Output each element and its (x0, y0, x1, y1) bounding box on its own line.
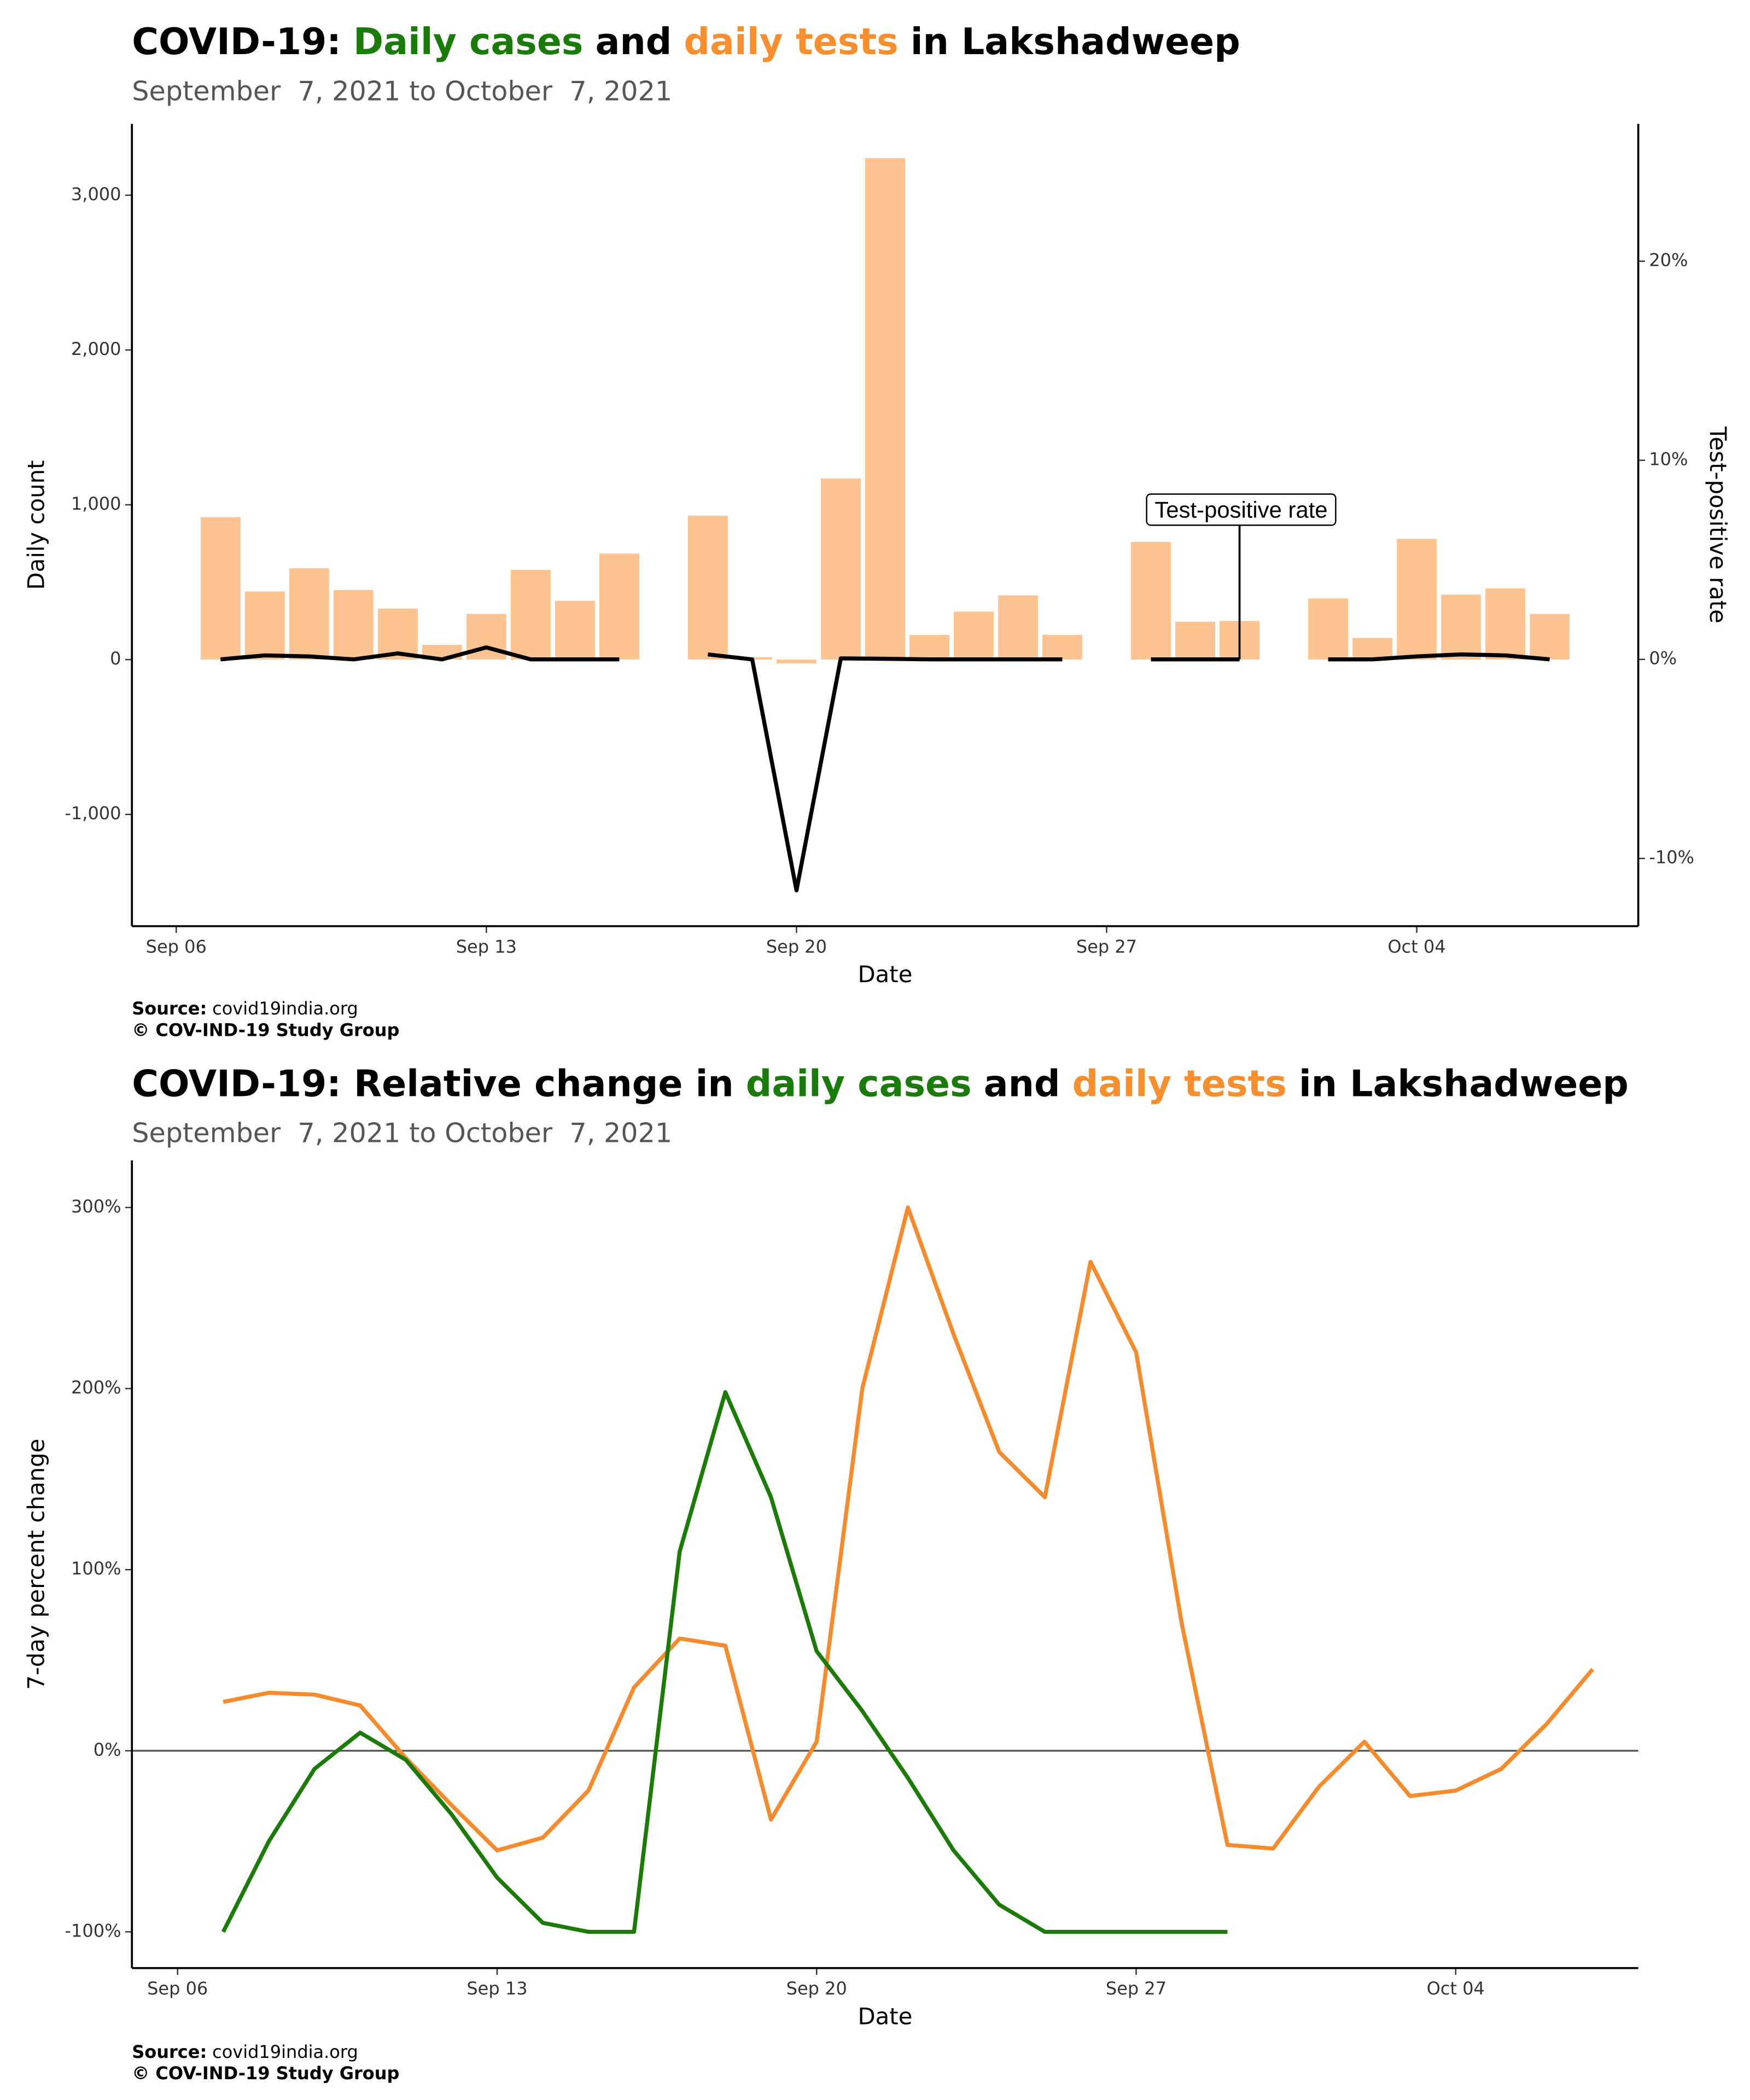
y-tick-label: 200% (71, 1377, 121, 1398)
y-tick-label: 1,000 (71, 493, 121, 514)
bar (555, 600, 595, 660)
title-segment: daily tests (684, 20, 899, 63)
title-segment: daily cases (746, 1063, 972, 1105)
bar (1441, 594, 1481, 660)
bar (909, 634, 949, 660)
y2-tick-label: 20% (1649, 250, 1688, 271)
source-label: Source: (132, 2041, 207, 2062)
bar (599, 553, 639, 660)
title-segment: in Lakshadweep (911, 20, 1240, 63)
bar (200, 517, 241, 660)
title-segment: in Lakshadweep (1299, 1063, 1629, 1105)
bar (776, 660, 816, 664)
line-series (220, 645, 1550, 892)
bar (1352, 638, 1393, 660)
copyright: © COV-IND-19 Study Group (132, 2063, 399, 2084)
y-axis-title: Daily count (22, 460, 49, 590)
bar (377, 608, 418, 660)
x-axis-title: Date (858, 2003, 912, 2029)
x-tick-label: Sep 27 (1076, 936, 1137, 957)
bar (244, 591, 285, 660)
source-text: covid19india.org (212, 2041, 358, 2062)
annotation-label: Test-positive rate (1154, 497, 1327, 522)
bar (1042, 634, 1082, 660)
x-tick-label: Sep 06 (147, 1978, 208, 1999)
source-text: covid19india.org (212, 998, 358, 1019)
y-tick-label: 0 (110, 648, 121, 669)
x-tick-label: Sep 06 (146, 936, 207, 957)
bar (1308, 598, 1349, 660)
bar (1175, 621, 1216, 660)
source: Source: covid19india.org (132, 998, 358, 1019)
bar (1530, 614, 1570, 660)
title-segment: COVID-19: Relative change in (132, 1063, 733, 1105)
y-tick-label: 2,000 (71, 339, 121, 359)
y-tick-label: 0% (94, 1739, 121, 1760)
bar (333, 590, 374, 660)
bar (1131, 541, 1171, 660)
x-tick-label: Sep 20 (766, 936, 827, 957)
bar (998, 595, 1038, 660)
title-segment: COVID-19: (132, 20, 341, 63)
x-tick-label: Sep 20 (786, 1978, 847, 1999)
bar (865, 158, 905, 660)
y2-tick-label: -10% (1649, 847, 1694, 868)
source-label: Source: (132, 998, 207, 1019)
title-segment: and (984, 1063, 1060, 1105)
y-tick-label: -100% (65, 1921, 121, 1941)
y-tick-label: 100% (71, 1558, 121, 1579)
y-tick-label: 3,000 (71, 184, 121, 205)
bar (1397, 539, 1437, 660)
x-tick-label: Sep 13 (456, 936, 517, 957)
chart-subtitle: September 7, 2021 to October 7, 2021 (132, 75, 672, 107)
x-tick-label: Sep 27 (1106, 1978, 1166, 1999)
bar (954, 611, 994, 660)
title-segment: daily tests (1072, 1063, 1287, 1105)
source: Source: covid19india.org (132, 2041, 358, 2062)
y2-axis-title: Test-positive rate (1705, 426, 1731, 623)
annotation-box (1146, 493, 1337, 526)
line-series (221, 1390, 1228, 1934)
chart-title: COVID-19: Daily cases and daily tests in Lak… (132, 20, 1240, 63)
bar (289, 568, 329, 660)
title-segment: Daily cases (353, 20, 583, 63)
y-axis-title: 7-day percent change (22, 1439, 49, 1690)
x-axis-title: Date (858, 961, 912, 988)
bar (820, 478, 861, 660)
bar (510, 569, 551, 660)
title-segment: and (596, 20, 672, 63)
y2-tick-label: 0% (1649, 648, 1677, 669)
chart-title: COVID-19: Relative change in daily cases a… (132, 1063, 1629, 1105)
line-series (223, 1205, 1595, 1853)
bar (1485, 588, 1526, 660)
y-tick-label: -1,000 (65, 803, 121, 824)
x-tick-label: Oct 04 (1427, 1978, 1485, 1999)
chart-subtitle: September 7, 2021 to October 7, 2021 (132, 1117, 672, 1149)
y2-tick-label: 10% (1649, 449, 1688, 470)
x-tick-label: Oct 04 (1388, 936, 1446, 957)
bar (687, 515, 728, 660)
copyright: © COV-IND-19 Study Group (132, 1020, 399, 1041)
y-tick-label: 300% (71, 1196, 121, 1217)
x-tick-label: Sep 13 (466, 1978, 527, 1999)
